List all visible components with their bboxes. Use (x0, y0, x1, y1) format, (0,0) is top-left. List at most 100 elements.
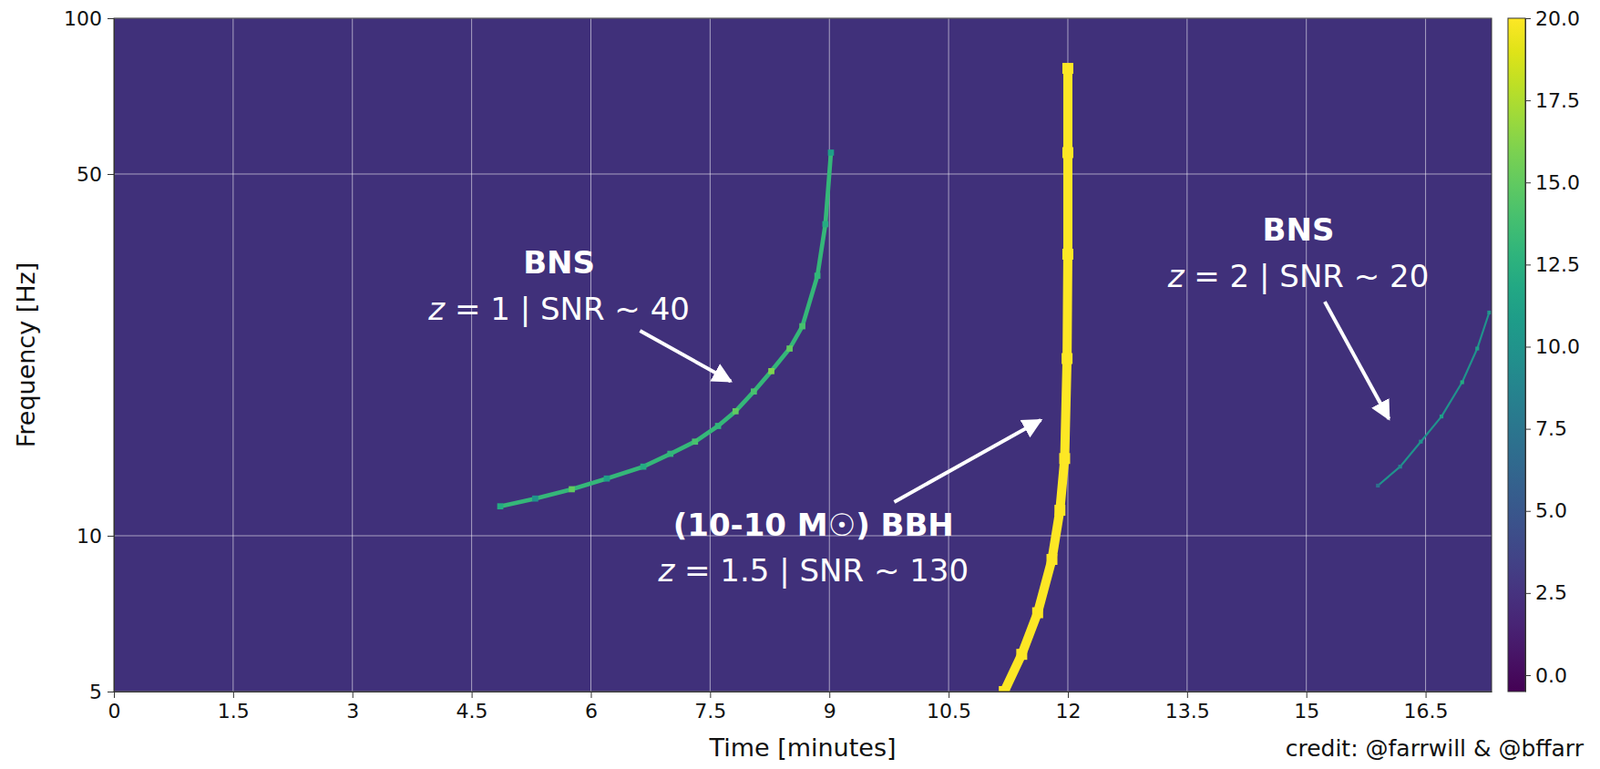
track-cell (1046, 553, 1058, 565)
tick-label: 100 (63, 7, 103, 31)
tick-label: 7.5 (694, 699, 727, 723)
track-cell (1054, 504, 1066, 516)
tick: 10.0 (1525, 335, 1580, 359)
track-cell (768, 368, 775, 375)
axis-line (1525, 19, 1527, 693)
track-cell (1058, 452, 1070, 464)
tick-label: 9 (823, 699, 837, 723)
tick: 10 (76, 524, 114, 548)
tick-mark (1425, 691, 1427, 698)
tick-mark (1525, 182, 1531, 184)
tick: 2.5 (1525, 581, 1568, 605)
tick-mark (1525, 675, 1531, 677)
annotation-arrow (893, 420, 1041, 503)
tick-label: 7.5 (1535, 417, 1568, 441)
tick: 50 (76, 163, 114, 186)
tick-label: 10.0 (1535, 335, 1580, 359)
tick-mark (1525, 429, 1531, 431)
tick-mark (107, 691, 114, 693)
tick-mark (113, 691, 115, 698)
track-cell (1439, 414, 1444, 419)
tick: 6 (584, 691, 598, 723)
tick: 20.0 (1525, 7, 1580, 31)
grid-line (1305, 18, 1307, 692)
tick: 4.5 (456, 691, 489, 723)
tick-mark (233, 691, 235, 698)
grid-line (232, 18, 234, 692)
tick-label: 16.5 (1404, 699, 1449, 723)
tick: 0.0 (1525, 664, 1568, 688)
tick-mark (1525, 100, 1531, 102)
tick: 10.5 (926, 691, 972, 723)
axis-line (113, 19, 115, 693)
tick: 7.5 (694, 691, 727, 723)
plot-background (113, 18, 1492, 692)
annotation: BNSz = 1 | SNR ~ 40 (427, 244, 690, 327)
tick: 5 (89, 680, 114, 704)
tick: 15.0 (1525, 171, 1580, 195)
track-cell (799, 323, 806, 330)
tick-mark (107, 18, 114, 20)
axis-line (114, 691, 1493, 693)
annotation-text: z = 2 | SNR ~ 20 (1167, 256, 1430, 294)
track-line (1004, 68, 1068, 692)
tick: 5.0 (1525, 499, 1568, 523)
grid-line (1186, 18, 1188, 692)
track-cell (715, 422, 722, 430)
tick-label: 3 (346, 699, 359, 723)
track-cell (1418, 440, 1423, 444)
tick-label: 1.5 (217, 699, 250, 723)
track-cell (568, 486, 575, 493)
track-cell (1061, 353, 1073, 365)
track-cell (1375, 483, 1380, 488)
track-cell (1398, 464, 1403, 469)
tick-mark (352, 691, 354, 698)
tick-label: 0 (108, 699, 122, 723)
grid-line (709, 18, 711, 692)
chart: 0 1.5 3 4.5 6 7.5 9 10.5 12 13.5 15 16.5 5 10 50 100 Tim… (0, 0, 1600, 769)
y-axis-title: Frequency [Hz] (11, 262, 41, 449)
track-cell (786, 345, 793, 352)
tick-label: 4.5 (456, 699, 489, 723)
tick-label: 17.5 (1535, 89, 1580, 113)
tick-label: 10.5 (926, 699, 972, 723)
tick-label: 15.0 (1535, 171, 1580, 195)
tick-mark (709, 691, 711, 698)
track-cell (732, 408, 739, 415)
tick-mark (829, 691, 831, 698)
credit: credit: @farrwill & @bffarr (1285, 735, 1585, 762)
tick-label: 50 (76, 163, 103, 186)
y-axis: 5 10 50 100 (63, 7, 115, 704)
tick: 9 (823, 691, 837, 723)
tick-label: 12.5 (1535, 253, 1580, 277)
tick: 15 (1293, 691, 1320, 723)
tick-mark (107, 174, 114, 175)
tick: 3 (346, 691, 359, 723)
grid-line (471, 18, 472, 692)
tick: 17.5 (1525, 89, 1580, 113)
tick-label: 15 (1293, 699, 1320, 723)
tick: 12 (1055, 691, 1081, 723)
track-cell (1062, 146, 1074, 158)
grid-line (829, 18, 831, 692)
track-cell (691, 438, 698, 445)
annotation-text: z = 1.5 | SNR ~ 130 (656, 552, 969, 589)
grid-line (590, 18, 592, 692)
track-cell (750, 388, 758, 395)
tick-label: 12 (1055, 699, 1081, 723)
tick-mark (471, 691, 473, 698)
track-cell (1475, 346, 1479, 350)
track-cell (640, 463, 647, 471)
track-cell (1062, 248, 1074, 260)
annotation-text: z = 1 | SNR ~ 40 (427, 289, 690, 327)
tick-label: 13.5 (1165, 699, 1211, 723)
track-line (1377, 312, 1489, 486)
tick-mark (1525, 593, 1531, 595)
annotation-arrow (1324, 301, 1389, 420)
grid-line (948, 18, 950, 692)
tick-label: 10 (76, 524, 103, 548)
x-axis-title: Time [minutes] (707, 733, 896, 762)
tick-mark (1525, 18, 1531, 20)
track-line (500, 152, 831, 506)
tick-label: 5 (89, 680, 103, 704)
